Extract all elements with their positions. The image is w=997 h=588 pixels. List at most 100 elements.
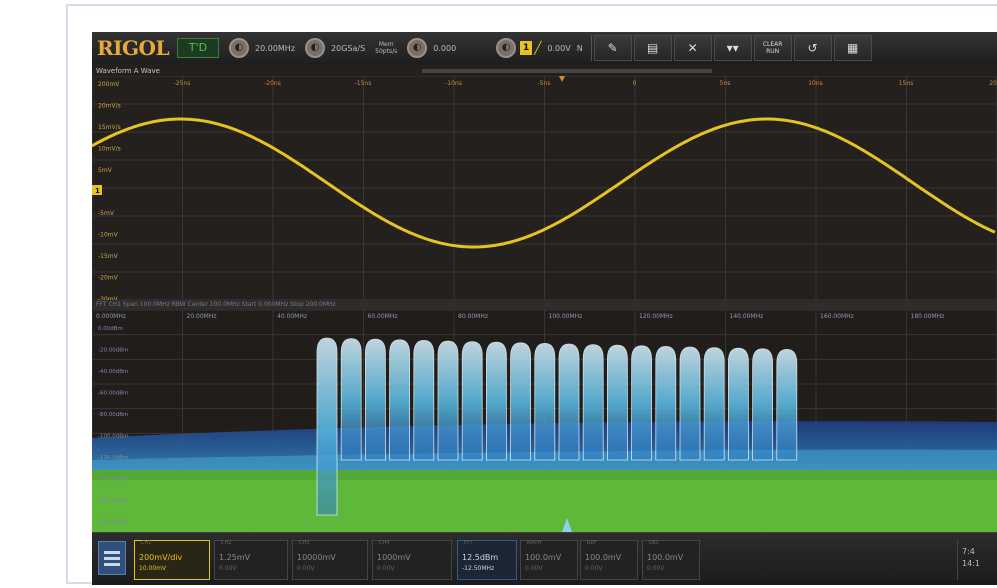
horizontal-scale[interactable]: 20.00MHz	[255, 43, 296, 53]
run-label: RUN	[766, 48, 780, 55]
channel-offset: 0.00V	[525, 565, 543, 572]
trigger-position-marker	[559, 76, 565, 82]
channel-offset: 0.00V	[377, 565, 395, 572]
volt-tick-label: -15mV	[98, 253, 119, 260]
waveform-header: Waveform A Wave	[92, 66, 997, 76]
bottom-status-bar: CH1 200mV/div 10.00mV CH2 1.25mV 0.00V CH3 1000…	[92, 532, 997, 585]
channel-label: CH2	[221, 540, 232, 546]
undo-icon[interactable]: ↺	[793, 35, 832, 61]
memory-bottom: 50pts/s	[375, 48, 398, 55]
freq-tick-label: 60.00MHz	[368, 313, 398, 320]
channel-scale: 12.5dBm	[462, 553, 499, 562]
clock-top: 7:4	[962, 547, 975, 556]
channel-offset: -12.50MHz	[462, 565, 495, 572]
volt-tick-label: -30mV	[98, 296, 119, 300]
horizontal-offset[interactable]: 0.000	[433, 43, 457, 53]
freq-tick-label: 120.00MHz	[639, 313, 673, 320]
measure-icon[interactable]: ✎	[593, 35, 632, 61]
clock-bottom: 14:1	[962, 559, 980, 568]
tx-icon[interactable]: ▾▾	[713, 35, 752, 61]
channel-offset: 0.00V	[219, 565, 237, 572]
rigol-logo: RIGOL	[97, 36, 170, 60]
channel-box-math[interactable]: MATH 100.0mV 0.00V	[520, 540, 578, 580]
trigger-status[interactable]: T'D	[177, 38, 219, 58]
time-tick-label: 10ns	[808, 80, 823, 87]
document-icon[interactable]: ▤	[633, 35, 672, 61]
acquire-knob-icon[interactable]: ◐	[305, 38, 326, 58]
db-tick-label: -100.0dBm	[98, 434, 128, 440]
freq-tick-label: 160.00MHz	[820, 313, 854, 320]
ch1-offset-marker	[92, 185, 102, 195]
volt-tick-label: 5mV	[98, 167, 113, 174]
freq-tick-label: 140.00MHz	[730, 313, 764, 320]
ch1-marker-label: 1	[95, 187, 100, 195]
green-floor-band	[92, 470, 997, 532]
db-tick-label: -60.00dBm	[98, 391, 128, 397]
layout-icon[interactable]: ▦	[833, 35, 872, 61]
spectrum-peak	[728, 347, 749, 461]
spectrum-peak	[389, 339, 410, 461]
channel-offset: 0.00V	[585, 565, 603, 572]
channel-label: CH4	[379, 540, 390, 546]
channel-box-ch3[interactable]: CH3 10000mV 0.00V	[292, 540, 368, 580]
trigger-knob-icon[interactable]: ◐	[496, 38, 517, 58]
cursor-icon[interactable]: ✕	[673, 35, 712, 61]
clock-display: 7:4 14:1	[957, 540, 997, 580]
db-tick-label: -20.00dBm	[98, 348, 128, 354]
channel-scale: 200mV/div	[139, 553, 183, 562]
trigger-level[interactable]: 0.00V	[547, 43, 571, 53]
time-tick-label: -25ns	[174, 80, 191, 87]
clear-label: CLEAR	[762, 41, 783, 48]
fft-info-bar: FFT CH1 Span 100.0MHz RBW Center 100.0MH…	[92, 300, 997, 310]
clear-run-button[interactable]: CLEAR RUN	[753, 35, 792, 61]
memory-depth[interactable]: Mem 50pts/s	[375, 41, 397, 55]
volt-tick-label: -5mV	[98, 210, 115, 217]
freq-tick-label: 100.00MHz	[549, 313, 583, 320]
freq-tick-label: 20.00MHz	[187, 313, 217, 320]
channel-box-ch4[interactable]: CH4 1000mV 0.00V	[372, 540, 452, 580]
spectrum-peak	[776, 348, 798, 461]
channel-box-fft[interactable]: FFT 12.5dBm -12.50MHz	[457, 540, 517, 580]
volt-tick-label: 10mV/s	[98, 146, 121, 153]
channel-label: MATH	[527, 540, 542, 546]
channel-box-ch1[interactable]: CH1 200mV/div 10.00mV	[134, 540, 210, 580]
time-tick-label: -5ns	[538, 80, 551, 87]
volt-tick-label: 20mV/s	[98, 103, 121, 110]
db-tick-label: -80.00dBm	[98, 412, 128, 418]
toolbar-divider	[590, 35, 592, 61]
menu-icon[interactable]	[98, 541, 126, 575]
trigger-mode[interactable]: N	[576, 43, 583, 53]
freq-tick-label: 0.000MHz	[96, 313, 126, 320]
volt-tick-label: 200mV	[98, 81, 120, 88]
channel-scale: 100.0mV	[585, 553, 622, 562]
spectrum-peak	[461, 341, 483, 461]
time-tick-label: 0	[633, 80, 637, 87]
channel-box-dec[interactable]: DEC 100.0mV 0.00V	[642, 540, 700, 580]
spectrum-peak	[534, 342, 556, 461]
waveform-graticule[interactable]: -25ns -20ns -15ns -10ns -5ns 0 5ns 10ns 15ns 20ns…	[92, 76, 997, 300]
channel-offset: 0.00V	[297, 565, 315, 572]
channel-offset: 0.00V	[647, 565, 665, 572]
spectrum-peak	[607, 344, 628, 461]
time-tick-label: 20ns	[989, 80, 997, 87]
time-tick-label: 15ns	[899, 80, 914, 87]
waveform-position-bar[interactable]	[422, 69, 712, 73]
channel-scale: 100.0mV	[647, 553, 684, 562]
channel-box-ch2[interactable]: CH2 1.25mV 0.00V	[214, 540, 288, 580]
top-toolbar: RIGOL T'D ◐ 20.00MHz ◐ 20GSa/S Mem 50pts…	[92, 32, 997, 64]
spectrum-peak	[679, 346, 701, 461]
ch1-waveform-trace	[92, 117, 996, 249]
sample-rate[interactable]: 20GSa/S	[331, 43, 366, 53]
memory-top: Mem	[378, 41, 394, 48]
channel-box-ref[interactable]: REF 100.0mV 0.00V	[580, 540, 638, 580]
waveform-title: Waveform A Wave	[96, 67, 160, 75]
spectrum-display[interactable]: 0.000MHz 20.00MHz 40.00MHz 60.00MHz 80.00MHz…	[92, 310, 997, 532]
time-tick-label: -20ns	[264, 80, 281, 87]
offset-knob-icon[interactable]: ◐	[407, 38, 428, 58]
trigger-source-badge[interactable]: 1	[520, 41, 533, 55]
channel-scale: 10000mV	[297, 553, 336, 562]
spectrum-peak	[655, 345, 677, 461]
horizontal-knob-icon[interactable]: ◐	[229, 38, 249, 58]
spectrum-peak	[582, 344, 604, 461]
spectrum-peak	[631, 345, 652, 461]
